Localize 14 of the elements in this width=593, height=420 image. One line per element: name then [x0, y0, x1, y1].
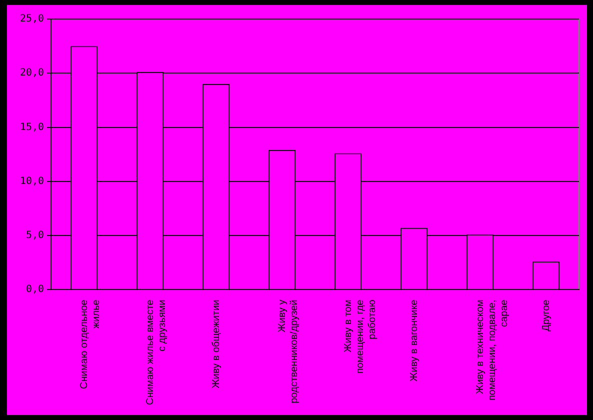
x-tick-label: Живу у родственников/друзей	[276, 300, 300, 404]
x-tick-label: Живу в том помещении, где работаю	[342, 299, 378, 374]
y-tick-label: 5,0	[26, 230, 44, 242]
x-tick-label: Другое	[540, 299, 552, 332]
y-tick-label: 15,0	[20, 122, 44, 133]
y-tick-label: 25,0	[20, 14, 44, 25]
x-tick-label: Живу в общежитии	[210, 300, 222, 388]
y-tick-label: 10,0	[20, 176, 44, 187]
y-tick-label: 20,0	[20, 68, 44, 79]
x-tick-label: Снимаю отдельное жилье	[78, 299, 102, 390]
y-tick-label: 0,0	[26, 284, 44, 296]
x-tick-label: Живу в вагончике	[408, 299, 420, 382]
x-tick-label: Снимаю жилье вместе с друзьями	[144, 299, 168, 406]
x-tick-label: Живу в техническом помещении, подвале, сарае	[474, 299, 510, 401]
